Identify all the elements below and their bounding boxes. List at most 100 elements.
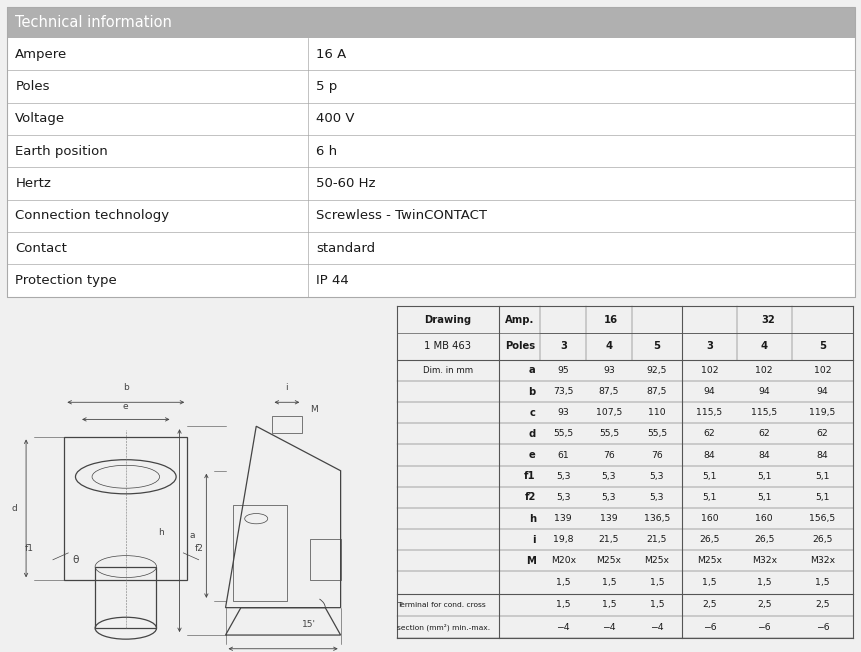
Text: 1,5: 1,5	[756, 578, 771, 587]
Text: 2,5: 2,5	[815, 600, 829, 610]
Text: 5,3: 5,3	[601, 471, 616, 481]
Text: 1,5: 1,5	[555, 578, 570, 587]
Text: 1,5: 1,5	[815, 578, 829, 587]
Text: standard: standard	[316, 242, 375, 255]
Text: f2: f2	[195, 544, 203, 553]
Text: 102: 102	[754, 366, 772, 375]
Text: 3: 3	[705, 342, 712, 351]
Text: Terminal for cond. cross: Terminal for cond. cross	[397, 602, 486, 608]
Text: 5,1: 5,1	[756, 493, 771, 502]
Text: Contact: Contact	[15, 242, 67, 255]
Text: 55,5: 55,5	[598, 430, 618, 438]
Bar	[233, 505, 287, 601]
Bar	[310, 539, 340, 580]
Bar	[7, 135, 854, 168]
Text: M25x: M25x	[596, 556, 621, 565]
Text: 156,5: 156,5	[808, 514, 834, 523]
Text: 110: 110	[647, 408, 665, 417]
Text: 92,5: 92,5	[646, 366, 666, 375]
Text: 95: 95	[557, 366, 568, 375]
Text: 16 A: 16 A	[316, 48, 346, 61]
Text: 76: 76	[603, 451, 614, 460]
Text: 160: 160	[754, 514, 772, 523]
Text: −4: −4	[649, 623, 663, 632]
Text: 5,3: 5,3	[649, 471, 664, 481]
Text: M32x: M32x	[809, 556, 834, 565]
Text: M: M	[310, 405, 318, 413]
Text: −4: −4	[602, 623, 615, 632]
Text: 5,3: 5,3	[601, 493, 616, 502]
Text: 62: 62	[758, 430, 769, 438]
Text: i: i	[532, 535, 536, 544]
Bar	[7, 102, 854, 135]
Text: i: i	[285, 383, 288, 392]
Text: Technical information: Technical information	[15, 15, 172, 30]
Text: Poles: Poles	[15, 80, 50, 93]
Text: d: d	[12, 504, 17, 513]
Text: 5,1: 5,1	[815, 471, 829, 481]
Text: Hertz: Hertz	[15, 177, 51, 190]
Text: 115,5: 115,5	[750, 408, 777, 417]
Text: a: a	[189, 531, 195, 541]
Text: 55,5: 55,5	[553, 430, 573, 438]
Text: M25x: M25x	[697, 556, 722, 565]
Text: section (mm²) min.-max.: section (mm²) min.-max.	[397, 623, 490, 631]
Text: Connection technology: Connection technology	[15, 209, 170, 222]
Text: 1,5: 1,5	[649, 600, 664, 610]
Text: 87,5: 87,5	[598, 387, 618, 396]
Text: b: b	[123, 383, 128, 392]
Bar	[7, 232, 854, 264]
Text: b: b	[528, 387, 536, 396]
Text: 93: 93	[603, 366, 614, 375]
Text: 6 h: 6 h	[316, 145, 338, 158]
Text: 21,5: 21,5	[598, 535, 618, 544]
Text: 5,1: 5,1	[815, 493, 829, 502]
Text: 160: 160	[700, 514, 717, 523]
Text: 61: 61	[557, 451, 568, 460]
Text: 84: 84	[815, 451, 827, 460]
Text: M20x: M20x	[550, 556, 575, 565]
Text: 1,5: 1,5	[601, 578, 616, 587]
Text: 139: 139	[554, 514, 572, 523]
Bar	[7, 168, 854, 200]
Text: h: h	[158, 528, 164, 537]
Text: M25x: M25x	[644, 556, 669, 565]
Text: 5,1: 5,1	[756, 471, 771, 481]
Text: 73,5: 73,5	[553, 387, 573, 396]
Bar	[7, 7, 854, 38]
Text: 32: 32	[760, 315, 774, 325]
Text: θ: θ	[72, 555, 78, 565]
Text: 119,5: 119,5	[808, 408, 834, 417]
Text: −6: −6	[702, 623, 715, 632]
Text: 1,5: 1,5	[555, 600, 570, 610]
Text: 5,3: 5,3	[555, 471, 570, 481]
Text: 1,5: 1,5	[601, 600, 616, 610]
Text: 5: 5	[818, 342, 825, 351]
Text: 139: 139	[599, 514, 617, 523]
Bar	[7, 200, 854, 232]
Text: Dim. in mm: Dim. in mm	[423, 366, 473, 375]
Text: Poles: Poles	[505, 342, 535, 351]
Text: 5,3: 5,3	[555, 493, 570, 502]
Text: 94: 94	[758, 387, 769, 396]
Bar	[271, 416, 302, 433]
Text: f1: f1	[25, 544, 34, 553]
Text: −6: −6	[815, 623, 828, 632]
Text: d: d	[528, 429, 536, 439]
Text: h: h	[528, 514, 536, 524]
Text: 115,5: 115,5	[696, 408, 722, 417]
Text: 21,5: 21,5	[646, 535, 666, 544]
Text: f2: f2	[523, 492, 536, 502]
Text: 26,5: 26,5	[753, 535, 773, 544]
Text: Protection type: Protection type	[15, 274, 117, 287]
Text: 76: 76	[650, 451, 662, 460]
Text: Screwless - TwinCONTACT: Screwless - TwinCONTACT	[316, 209, 487, 222]
Text: 136,5: 136,5	[643, 514, 669, 523]
Text: 19,8: 19,8	[553, 535, 573, 544]
Text: 26,5: 26,5	[811, 535, 832, 544]
Text: Ampere: Ampere	[15, 48, 67, 61]
Text: 62: 62	[815, 430, 827, 438]
Text: 15': 15'	[302, 620, 316, 629]
Text: 2,5: 2,5	[702, 600, 715, 610]
Text: Amp.: Amp.	[505, 315, 534, 325]
